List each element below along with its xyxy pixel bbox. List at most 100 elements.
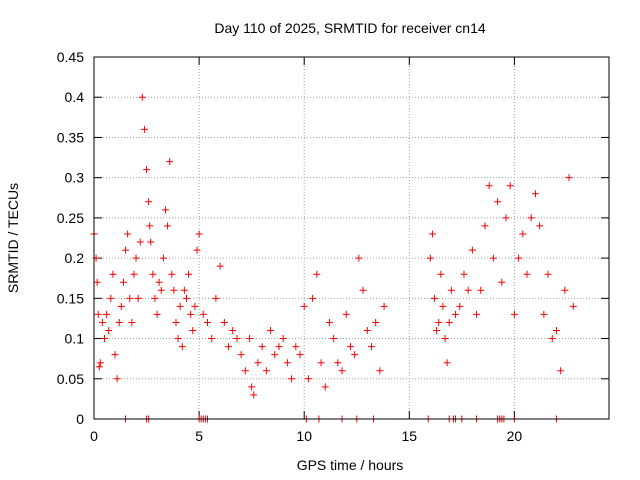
data-point <box>153 310 161 318</box>
y-tick-label: 0.3 <box>65 170 85 186</box>
data-point <box>355 254 363 262</box>
data-point <box>157 286 165 294</box>
y-tick-label: 0.2 <box>65 250 85 266</box>
data-point <box>437 270 445 278</box>
data-point <box>134 294 142 302</box>
data-point <box>271 351 279 359</box>
data-point <box>544 270 552 278</box>
data-point <box>330 335 338 343</box>
data-point <box>445 318 453 326</box>
data-point <box>267 327 275 335</box>
y-tick-label: 0 <box>76 411 84 427</box>
y-tick-label: 0.05 <box>57 371 84 387</box>
x-axis-label: GPS time / hours <box>297 457 404 473</box>
data-point <box>149 270 157 278</box>
data-point <box>164 222 172 230</box>
data-point <box>468 246 476 254</box>
data-point <box>433 327 441 335</box>
data-point <box>151 294 159 302</box>
y-tick-label: 0.25 <box>57 210 84 226</box>
data-point <box>95 363 103 371</box>
x-tick-label: 10 <box>296 428 312 444</box>
data-point <box>161 206 169 214</box>
data-point <box>115 318 123 326</box>
data-point <box>456 302 464 310</box>
data-point <box>359 286 367 294</box>
data-point <box>172 318 180 326</box>
data-point <box>122 246 130 254</box>
data-point <box>435 318 443 326</box>
data-point <box>212 294 220 302</box>
data-point <box>130 270 138 278</box>
data-point <box>569 302 577 310</box>
data-point <box>216 262 224 270</box>
data-point <box>502 214 510 222</box>
data-point <box>485 182 493 190</box>
data-point <box>113 375 121 383</box>
data-point <box>372 318 380 326</box>
data-point <box>288 375 296 383</box>
data-point <box>105 327 113 335</box>
axis-ticks: 0 0.05 0.1 0.15 0.2 0.25 0.3 0.35 0.4 0.45 0 5 10 15 2… <box>57 49 609 444</box>
data-point <box>94 310 102 318</box>
data-point <box>143 166 151 174</box>
data-point <box>117 302 125 310</box>
data-point <box>380 302 388 310</box>
data-point <box>300 302 308 310</box>
data-point <box>155 278 163 286</box>
data-point <box>283 359 291 367</box>
data-point <box>233 335 241 343</box>
data-point <box>515 254 523 262</box>
data-point <box>565 174 573 182</box>
data-point <box>441 335 449 343</box>
data-point <box>325 318 333 326</box>
data-point <box>376 367 384 375</box>
data-point <box>178 343 186 351</box>
x-tick-label: 20 <box>507 428 523 444</box>
data-point <box>342 310 350 318</box>
data-point <box>237 351 245 359</box>
data-point <box>254 359 262 367</box>
data-point <box>96 359 104 367</box>
data-point <box>145 198 153 206</box>
data-point <box>225 343 233 351</box>
y-tick-label: 0.35 <box>57 129 84 145</box>
data-point <box>93 278 101 286</box>
data-point <box>250 391 258 399</box>
data-point <box>248 383 256 391</box>
data-point <box>447 286 455 294</box>
data-point <box>246 335 254 343</box>
data-point <box>548 335 556 343</box>
data-point <box>296 351 304 359</box>
data-point <box>523 270 531 278</box>
data-point <box>452 310 460 318</box>
data-point <box>464 286 472 294</box>
data-point <box>119 278 127 286</box>
y-axis-label: SRMTID / TECUs <box>5 183 21 293</box>
data-point <box>536 222 544 230</box>
data-point <box>428 230 436 238</box>
data-point <box>561 286 569 294</box>
data-point <box>126 294 134 302</box>
data-point <box>166 158 174 166</box>
data-point <box>262 367 270 375</box>
data-point <box>531 190 539 198</box>
data-point <box>426 254 434 262</box>
data-point <box>195 230 203 238</box>
data-point <box>527 214 535 222</box>
y-tick-label: 0.45 <box>57 49 84 65</box>
chart-title: Day 110 of 2025, SRMTID for receiver cn1… <box>214 20 486 36</box>
data-point <box>351 351 359 359</box>
data-point <box>460 270 468 278</box>
data-point <box>146 222 154 230</box>
data-point <box>109 270 117 278</box>
data-point <box>107 294 115 302</box>
data-point <box>204 318 212 326</box>
grid-lines <box>94 57 609 419</box>
data-point <box>292 343 300 351</box>
data-point <box>321 383 329 391</box>
data-point <box>439 302 447 310</box>
data-point <box>132 254 140 262</box>
data-point <box>494 198 502 206</box>
